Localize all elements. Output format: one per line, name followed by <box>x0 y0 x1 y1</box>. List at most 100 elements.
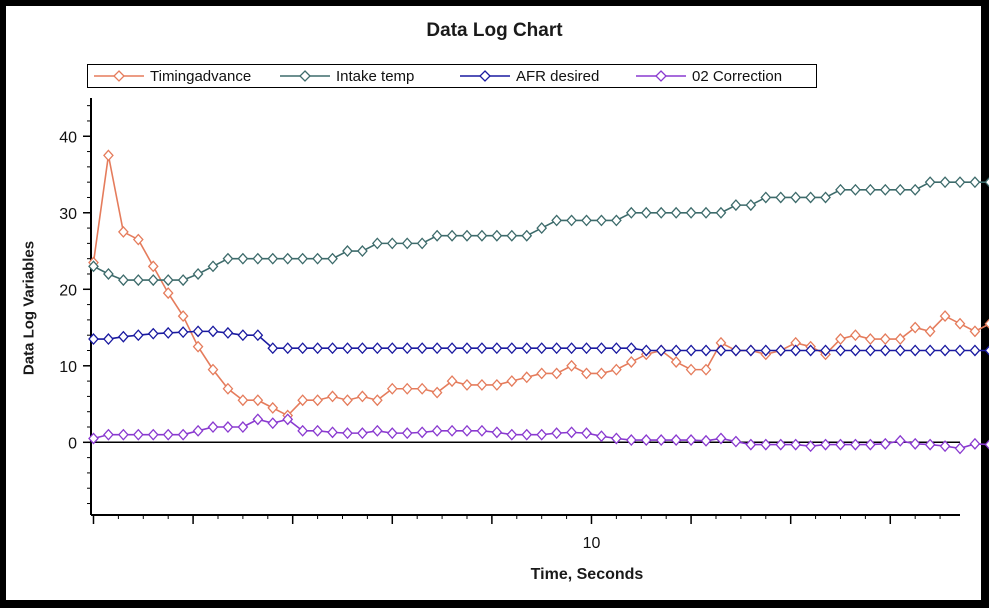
series-marker-1 <box>267 252 279 265</box>
series-marker-2 <box>162 326 174 339</box>
series-marker-3 <box>954 442 966 455</box>
series-marker-2 <box>596 342 607 355</box>
series-marker-2 <box>760 344 772 357</box>
series-marker-2 <box>252 329 264 342</box>
series-marker-2 <box>342 342 353 355</box>
series-marker-2 <box>312 342 323 355</box>
series-marker-3 <box>446 424 458 437</box>
series-marker-2 <box>551 342 562 355</box>
y-tick-label: 40 <box>59 129 77 146</box>
series-marker-0 <box>506 375 518 388</box>
series-marker-0 <box>252 394 264 407</box>
series-marker-0 <box>132 233 144 246</box>
series-marker-2 <box>730 344 742 357</box>
series-marker-1 <box>431 229 443 242</box>
series-marker-1 <box>192 268 204 280</box>
y-tick-label: 30 <box>59 206 77 223</box>
series-marker-0 <box>521 371 533 384</box>
series-marker-3 <box>969 437 981 450</box>
series-marker-1 <box>939 176 951 189</box>
series-marker-3 <box>820 438 831 451</box>
series-marker-2 <box>685 344 697 357</box>
series-marker-0 <box>939 310 951 323</box>
series-marker-0 <box>596 367 607 380</box>
series-marker-1 <box>416 237 428 250</box>
series-marker-0 <box>894 333 906 345</box>
series-marker-0 <box>162 287 174 300</box>
series-marker-1 <box>984 177 989 188</box>
series-marker-3 <box>984 439 989 450</box>
series-marker-0 <box>237 394 249 407</box>
series-marker-1 <box>147 274 159 287</box>
series-marker-2 <box>715 344 727 357</box>
series-marker-1 <box>655 206 667 219</box>
series-marker-0 <box>670 356 682 368</box>
series-marker-1 <box>446 229 458 242</box>
series-marker-0 <box>969 325 981 338</box>
y-tick-label: 20 <box>59 282 77 299</box>
series-marker-2 <box>700 344 712 357</box>
series-marker-3 <box>357 427 368 440</box>
series-marker-3 <box>371 424 383 437</box>
series-marker-2 <box>775 344 787 357</box>
series-marker-1 <box>132 274 144 287</box>
series-marker-2 <box>491 342 503 355</box>
series-marker-3 <box>267 417 279 430</box>
series-marker-2 <box>670 344 682 357</box>
series-marker-3 <box>506 428 518 441</box>
series-marker-2 <box>371 342 383 355</box>
series-marker-1 <box>581 214 592 227</box>
series-marker-0 <box>581 367 592 380</box>
series-marker-0 <box>222 382 234 395</box>
series-marker-2 <box>476 342 488 355</box>
series-marker-0 <box>625 356 637 368</box>
series-marker-2 <box>581 342 592 355</box>
series-marker-1 <box>401 237 413 250</box>
series-marker-2 <box>566 342 577 355</box>
series-marker-3 <box>879 437 891 450</box>
series-marker-2 <box>103 333 114 345</box>
series-marker-1 <box>596 214 607 227</box>
series-marker-2 <box>282 342 294 355</box>
series-marker-1 <box>117 274 129 287</box>
series-marker-0 <box>177 310 189 323</box>
legend-label-0: Timingadvance <box>150 67 252 85</box>
series-marker-1 <box>924 176 936 189</box>
legend-label-2: AFR desired <box>516 67 600 85</box>
series-marker-0 <box>954 317 966 330</box>
series-marker-0 <box>312 394 323 407</box>
series-marker-0 <box>461 378 473 391</box>
series-marker-2 <box>88 333 99 345</box>
series-marker-1 <box>909 183 921 196</box>
series-marker-1 <box>327 252 338 265</box>
legend-label-1: Intake temp <box>336 67 415 85</box>
series-marker-3 <box>745 438 757 451</box>
series-marker-1 <box>835 183 846 196</box>
legend-label-3: 02 Correction <box>692 67 783 85</box>
series-marker-2 <box>625 342 637 355</box>
series-marker-3 <box>909 437 921 450</box>
legend-item-3: 02 Correction <box>634 67 782 85</box>
chart-title: Data Log Chart <box>426 20 563 41</box>
series-line-0 <box>92 155 989 417</box>
series-marker-3 <box>790 438 802 451</box>
legend-item-0: Timingadvance <box>92 67 251 85</box>
series-marker-2 <box>864 344 876 357</box>
series-marker-1 <box>625 206 637 219</box>
series-marker-2 <box>924 344 936 357</box>
series-marker-2 <box>386 342 398 355</box>
legend-swatch-3 <box>636 70 686 82</box>
series-marker-3 <box>416 426 428 439</box>
series-marker-0 <box>357 390 368 403</box>
series-marker-3 <box>207 421 219 433</box>
series-marker-3 <box>894 434 906 447</box>
series-marker-0 <box>611 363 622 376</box>
series-marker-1 <box>252 252 264 265</box>
series-marker-3 <box>386 427 398 440</box>
series-marker-2 <box>267 342 279 355</box>
series-marker-2 <box>820 344 831 357</box>
series-marker-0 <box>207 363 219 376</box>
chart-legend: Timingadvance Intake temp AFR desired 02… <box>87 64 817 88</box>
series-marker-1 <box>476 229 488 242</box>
series-marker-2 <box>207 325 219 338</box>
